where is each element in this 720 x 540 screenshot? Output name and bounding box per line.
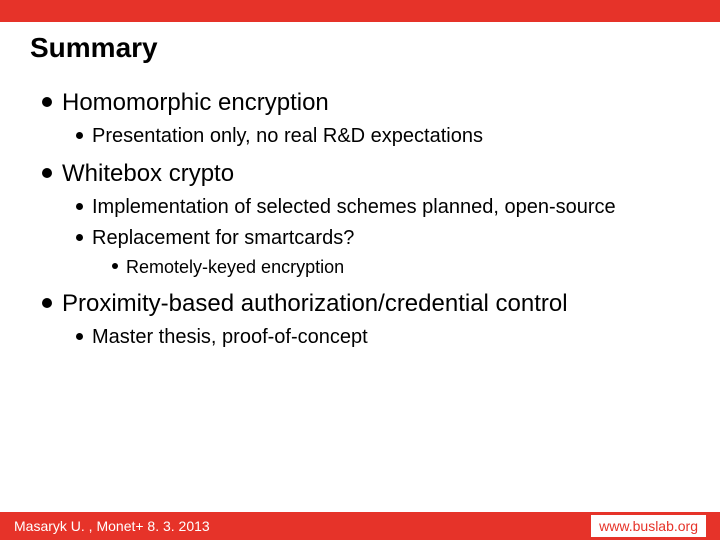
bullet-icon — [76, 203, 83, 210]
list-item: Presentation only, no real R&D expectati… — [42, 124, 690, 149]
slide-title: Summary — [0, 22, 720, 78]
bullet-icon — [76, 132, 83, 139]
list-item-label: Presentation only, no real R&D expectati… — [92, 124, 483, 149]
list-item: Proximity-based authorization/credential… — [42, 289, 690, 319]
list-item-label: Homomorphic encryption — [62, 88, 329, 118]
footer-left-text: Masaryk U. , Monet+ 8. 3. 2013 — [14, 518, 210, 534]
list-item-label: Remotely-keyed encryption — [126, 256, 344, 279]
top-accent-bar — [0, 0, 720, 22]
list-item-label: Master thesis, proof-of-concept — [92, 325, 368, 350]
slide: Summary Homomorphic encryption Presentat… — [0, 0, 720, 540]
bullet-icon — [42, 97, 52, 107]
list-item: Master thesis, proof-of-concept — [42, 325, 690, 350]
bullet-icon — [112, 263, 118, 269]
bullet-icon — [42, 168, 52, 178]
list-item: Remotely-keyed encryption — [42, 256, 690, 279]
list-item: Homomorphic encryption — [42, 88, 690, 118]
bullet-icon — [76, 333, 83, 340]
list-item: Implementation of selected schemes plann… — [42, 195, 690, 220]
bullet-icon — [42, 298, 52, 308]
list-item-label: Replacement for smartcards? — [92, 226, 354, 251]
list-item: Whitebox crypto — [42, 159, 690, 189]
list-item-label: Whitebox crypto — [62, 159, 234, 189]
list-item-label: Implementation of selected schemes plann… — [92, 195, 616, 220]
footer-bar: Masaryk U. , Monet+ 8. 3. 2013 www.busla… — [0, 512, 720, 540]
slide-content: Homomorphic encryption Presentation only… — [0, 78, 720, 512]
footer-right-link: www.buslab.org — [591, 515, 706, 537]
list-item: Replacement for smartcards? — [42, 226, 690, 251]
list-item-label: Proximity-based authorization/credential… — [62, 289, 568, 319]
bullet-icon — [76, 234, 83, 241]
